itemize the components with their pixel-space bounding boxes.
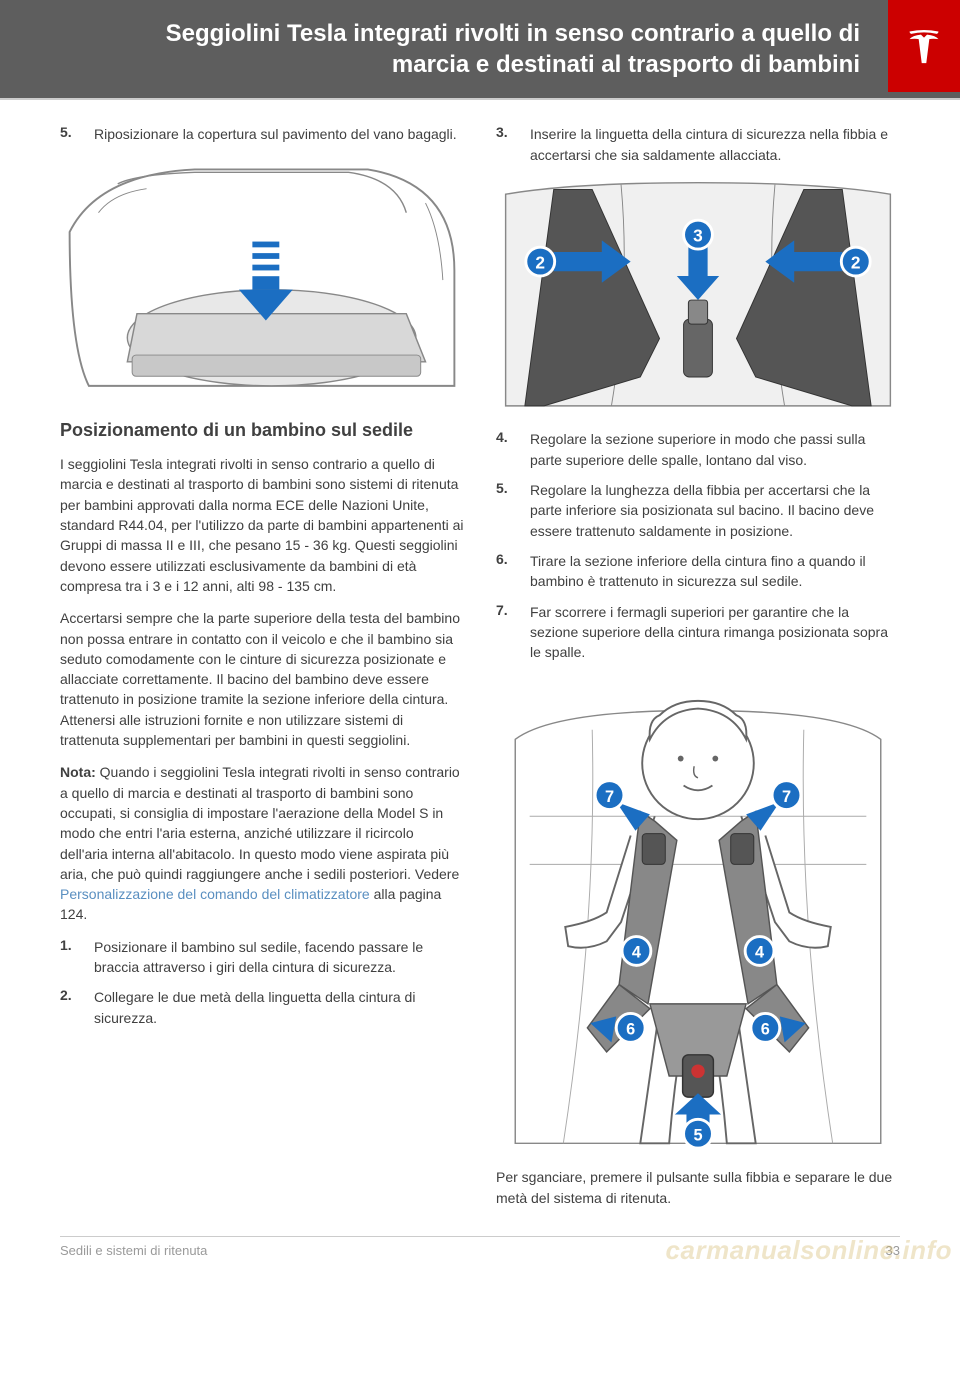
- step-number: 6.: [496, 551, 530, 592]
- step-text: Riposizionare la copertura sul pavimento…: [94, 124, 457, 144]
- title-line-2: marcia e destinati al trasporto di bambi…: [392, 51, 860, 78]
- step-number: 7.: [496, 602, 530, 663]
- step-text: Regolare la lunghezza della fibbia per a…: [530, 480, 900, 541]
- step-number: 2.: [60, 987, 94, 1028]
- svg-text:5: 5: [693, 1127, 702, 1145]
- release-text: Per sganciare, premere il pulsante sulla…: [496, 1167, 900, 1208]
- title-line-1: Seggiolini Tesla integrati rivolti in se…: [166, 20, 860, 47]
- page-footer: Sedili e sistemi di ritenuta 33: [60, 1236, 900, 1268]
- page-title: Seggiolini Tesla integrati rivolti in se…: [60, 18, 860, 80]
- step-number: 5.: [60, 124, 94, 144]
- tesla-logo: [888, 0, 960, 92]
- step-text: Tirare la sezione inferiore della cintur…: [530, 551, 900, 592]
- note-label: Nota:: [60, 764, 96, 780]
- svg-text:4: 4: [632, 944, 641, 962]
- list-item: 4. Regolare la sezione superiore in modo…: [496, 429, 900, 470]
- step-number: 1.: [60, 937, 94, 978]
- svg-text:2: 2: [851, 252, 861, 272]
- list-item: 5. Regolare la lunghezza della fibbia pe…: [496, 480, 900, 541]
- list-item: 5. Riposizionare la copertura sul pavime…: [60, 124, 464, 144]
- paragraph: Accertarsi sempre che la parte superiore…: [60, 608, 464, 750]
- step-text: Inserire la linguetta della cintura di s…: [530, 124, 900, 165]
- left-column: 5. Riposizionare la copertura sul pavime…: [60, 124, 464, 1220]
- right-column: 3. Inserire la linguetta della cintura d…: [496, 124, 900, 1220]
- note-text: Quando i seggiolini Tesla integrati rivo…: [60, 764, 460, 881]
- trunk-cover-diagram: [60, 155, 464, 405]
- tesla-t-icon: [905, 27, 943, 65]
- content-area: 5. Riposizionare la copertura sul pavime…: [0, 100, 960, 1230]
- list-item: 6. Tirare la sezione inferiore della cin…: [496, 551, 900, 592]
- step-number: 3.: [496, 124, 530, 165]
- footer-section: Sedili e sistemi di ritenuta: [60, 1243, 207, 1258]
- svg-text:4: 4: [755, 944, 764, 962]
- step-number: 4.: [496, 429, 530, 470]
- note-paragraph: Nota: Quando i seggiolini Tesla integrat…: [60, 762, 464, 924]
- list-item: 3. Inserire la linguetta della cintura d…: [496, 124, 900, 165]
- buckle-diagram: 2 2 3: [496, 175, 900, 415]
- step-text: Far scorrere i fermagli superiori per ga…: [530, 602, 900, 663]
- svg-text:6: 6: [626, 1021, 635, 1039]
- paragraph: I seggiolini Tesla integrati rivolti in …: [60, 454, 464, 596]
- page-header: Seggiolini Tesla integrati rivolti in se…: [0, 0, 960, 100]
- svg-text:2: 2: [535, 252, 545, 272]
- list-item: 1. Posizionare il bambino sul sedile, fa…: [60, 937, 464, 978]
- page-number: 33: [886, 1243, 900, 1258]
- section-heading: Posizionamento di un bambino sul sedile: [60, 419, 464, 442]
- cross-reference-link[interactable]: Personalizzazione del comando del climat…: [60, 886, 370, 902]
- child-harness-diagram: 7 7 4 4 6 6 5: [496, 672, 900, 1153]
- svg-text:6: 6: [761, 1021, 770, 1039]
- svg-text:7: 7: [605, 788, 614, 806]
- svg-text:7: 7: [782, 788, 791, 806]
- step-number: 5.: [496, 480, 530, 541]
- step-text: Regolare la sezione superiore in modo ch…: [530, 429, 900, 470]
- step-text: Collegare le due metà della linguetta de…: [94, 987, 464, 1028]
- step-text: Posizionare il bambino sul sedile, facen…: [94, 937, 464, 978]
- list-item: 7. Far scorrere i fermagli superiori per…: [496, 602, 900, 663]
- list-item: 2. Collegare le due metà della linguetta…: [60, 987, 464, 1028]
- svg-text:3: 3: [693, 225, 703, 245]
